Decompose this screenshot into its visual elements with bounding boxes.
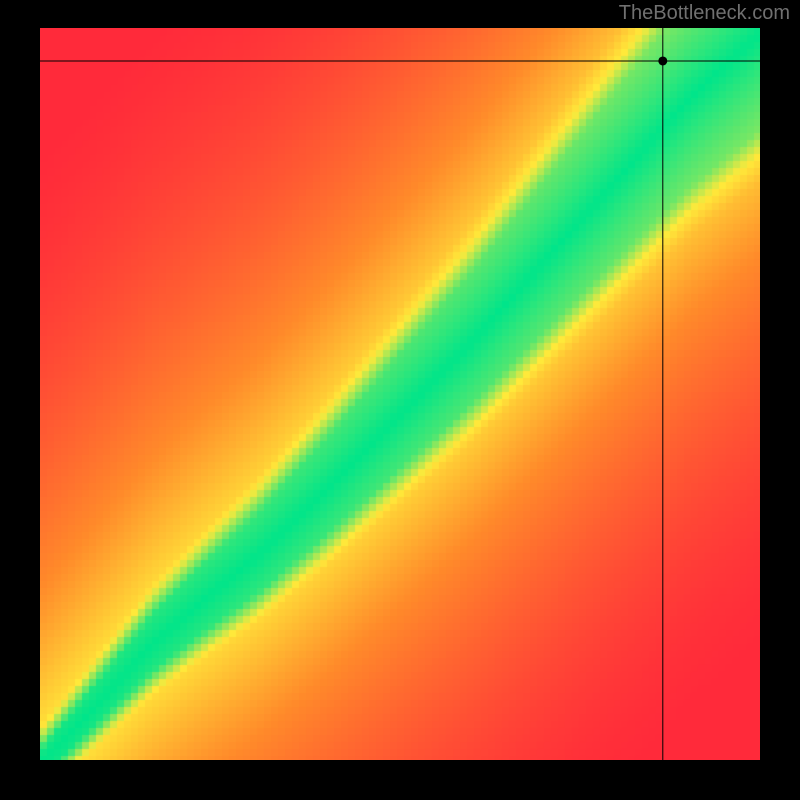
watermark-text: TheBottleneck.com — [619, 2, 790, 25]
plot-area — [40, 28, 760, 760]
heatmap-canvas — [40, 28, 760, 760]
